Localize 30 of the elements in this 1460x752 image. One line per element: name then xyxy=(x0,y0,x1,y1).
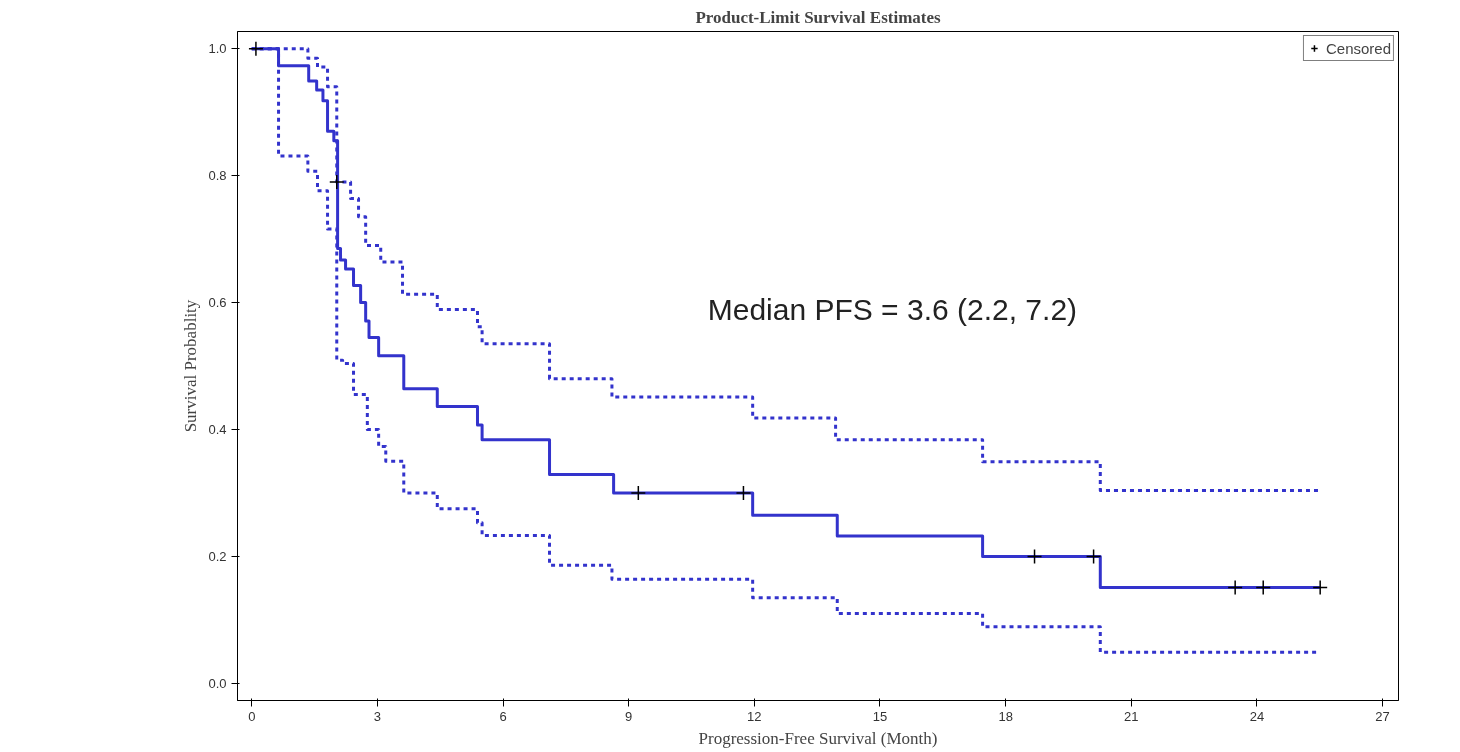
y-tick-label: 1.0 xyxy=(208,41,227,57)
point xyxy=(1312,579,1328,596)
legend-label: Censored xyxy=(1325,39,1391,57)
x-tick-label: 6 xyxy=(499,708,507,724)
x-tick-label: 18 xyxy=(998,708,1013,724)
point xyxy=(1255,579,1271,596)
y-axis-title: Survival Probablity xyxy=(181,299,201,433)
x-tick-label: 0 xyxy=(248,708,256,724)
point xyxy=(735,485,752,501)
point xyxy=(1085,548,1102,565)
y-tick-label: 0.8 xyxy=(208,168,227,184)
y-tick-label: 0.4 xyxy=(208,421,227,437)
x-tick-label: 24 xyxy=(1249,708,1265,724)
x-tick-label: 21 xyxy=(1124,708,1139,724)
point xyxy=(630,485,647,501)
x-tick-label: 12 xyxy=(747,708,762,724)
chart-title: Product-Limit Survival Estimates xyxy=(695,7,941,27)
annotation: Median PFS = 3.6 (2.2, 7.2) xyxy=(707,292,1078,326)
x-tick-label: 9 xyxy=(625,708,633,724)
point xyxy=(1026,548,1043,565)
y-tick-label: 0.0 xyxy=(208,675,227,691)
x-axis-title: Progression-Free Survival (Month) xyxy=(698,728,938,748)
point xyxy=(329,174,345,190)
point xyxy=(1227,579,1243,596)
x-tick-label: 3 xyxy=(373,708,382,724)
point xyxy=(248,40,264,57)
x-tick-label: 27 xyxy=(1375,708,1390,724)
y-tick-label: 0.6 xyxy=(208,295,227,311)
y-tick-label: 0.2 xyxy=(208,548,227,564)
x-tick-label: 15 xyxy=(872,708,888,724)
